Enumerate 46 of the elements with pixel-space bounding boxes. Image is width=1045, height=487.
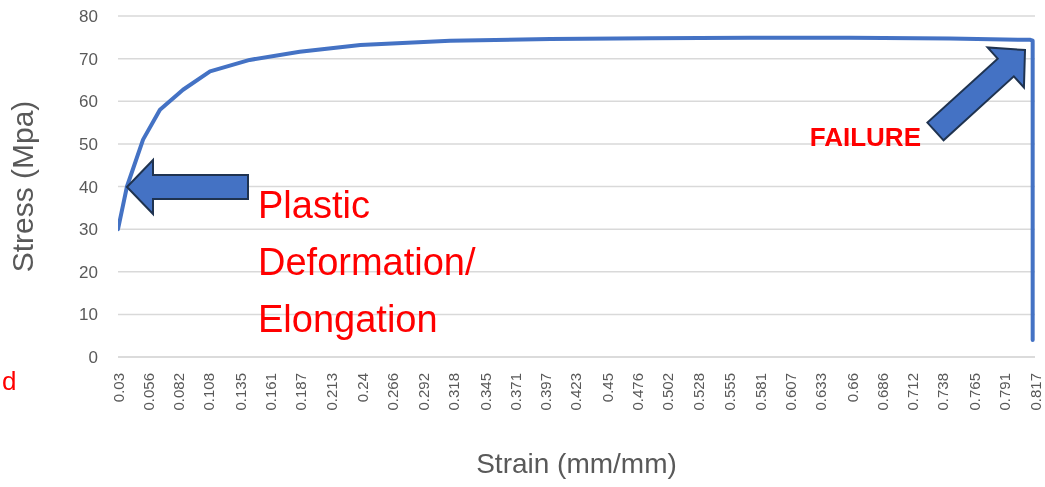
x-tick-label: 0.082 xyxy=(170,373,188,411)
x-tick-label: 0.607 xyxy=(781,373,799,411)
line-series xyxy=(118,35,1035,342)
x-tick-label: 0.817 xyxy=(1026,373,1044,411)
x-tick-label: 0.161 xyxy=(262,373,280,411)
x-tick-label: 0.712 xyxy=(904,373,922,411)
x-tick-label: 0.397 xyxy=(537,373,555,411)
x-tick-label: 0.371 xyxy=(506,373,524,411)
x-tick-label: 0.686 xyxy=(873,373,891,411)
x-tick-label: 0.03 xyxy=(109,373,127,403)
x-tick-label: 0.108 xyxy=(200,373,218,411)
y-tick-label: 10 xyxy=(79,305,98,325)
y-tick-label: 40 xyxy=(79,177,98,197)
x-tick-label: 0.633 xyxy=(812,373,830,411)
y-tick-label: 50 xyxy=(79,134,98,154)
x-tick-label: 0.292 xyxy=(414,373,432,411)
x-tick-label: 0.476 xyxy=(629,373,647,411)
y-tick-label: 30 xyxy=(79,220,98,240)
x-tick-label: 0.581 xyxy=(751,373,769,411)
x-tick-label: 0.24 xyxy=(354,373,372,403)
x-tick-label: 0.738 xyxy=(934,373,952,411)
y-axis-title: Stress (Mpa) xyxy=(5,100,39,273)
x-tick-label: 0.135 xyxy=(231,373,249,411)
x-tick-label: 0.187 xyxy=(292,373,310,411)
x-tick-label: 0.423 xyxy=(567,373,585,411)
x-tick-label: 0.528 xyxy=(689,373,707,411)
x-tick-label: 0.213 xyxy=(322,373,340,411)
x-tick-label: 0.318 xyxy=(445,373,463,411)
y-tick-label: 60 xyxy=(79,92,98,112)
y-tick-label: 20 xyxy=(79,262,98,282)
x-tick-label: 0.45 xyxy=(598,373,616,403)
annotation: Plastic Deformation/ Elongation xyxy=(258,184,476,340)
x-tick-label: 0.056 xyxy=(139,373,157,411)
text: d xyxy=(2,366,17,396)
x-tick-label: 0.791 xyxy=(996,373,1014,411)
y-tick-label: 0 xyxy=(88,348,98,368)
x-axis-title: Strain (mm/mm) xyxy=(476,448,677,479)
x-tick-label: 0.345 xyxy=(476,373,494,411)
x-tick-label: 0.555 xyxy=(721,373,739,411)
y-tick-label: 80 xyxy=(79,7,98,27)
x-tick-label: 0.502 xyxy=(659,373,677,411)
x-tick-label: 0.66 xyxy=(843,373,861,403)
x-tick-label: 0.765 xyxy=(965,373,983,411)
annotation: FAILURE xyxy=(809,122,921,152)
x-tick-label: 0.266 xyxy=(384,373,402,411)
y-tick-label: 70 xyxy=(79,49,98,69)
